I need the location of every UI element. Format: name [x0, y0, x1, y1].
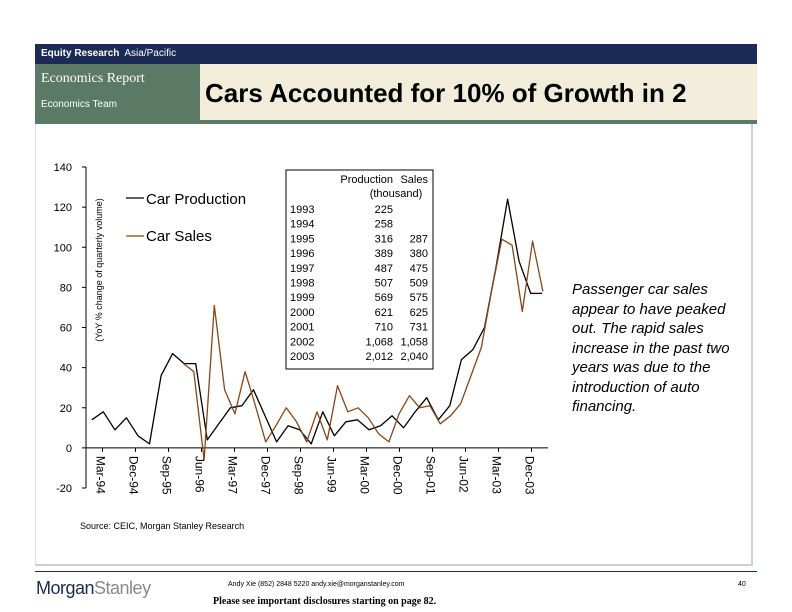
y-tick-label: 100 [54, 242, 72, 254]
title-underline [35, 120, 757, 124]
x-tick-label: Sep-95 [160, 456, 174, 495]
table-cell-production: 621 [375, 307, 393, 319]
team-name: Economics Team [41, 99, 117, 110]
disclosure-link[interactable]: Please see important disclosures startin… [213, 596, 437, 607]
content-frame [35, 124, 753, 566]
report-type: Equity Research [41, 48, 120, 59]
contact-line: Andy Xie (852) 2848 5220 andy.xie@morgan… [228, 581, 405, 588]
table-cell-sales: 625 [410, 307, 428, 319]
table-unit: (thousand) [370, 188, 423, 200]
table-cell-year: 1997 [290, 263, 314, 275]
x-tick-label: Sep-98 [292, 456, 306, 495]
x-tick-label: Dec-94 [127, 456, 141, 495]
report-title: Economics Report [41, 71, 145, 86]
header-text: Equity Research Asia/Pacific [41, 48, 176, 59]
morgan-stanley-logo: MorganStanley [36, 578, 151, 599]
x-tick-label: Jun-02 [457, 456, 471, 493]
logo-morgan: Morgan [36, 578, 95, 598]
table-cell-production: 258 [375, 219, 393, 231]
table-cell-sales: 575 [410, 292, 428, 304]
x-tick-label: Mar-94 [94, 456, 108, 494]
x-tick-label: Dec-97 [259, 456, 273, 495]
table-cell-production: 316 [375, 233, 393, 245]
table-cell-production: 1,068 [365, 336, 393, 348]
table-cell-production: 389 [375, 248, 393, 260]
y-tick-label: -20 [56, 483, 72, 495]
x-tick-label: Mar-00 [358, 456, 372, 494]
legend-label-production: Car Production [146, 191, 246, 208]
table-cell-production: 2,012 [365, 351, 393, 363]
title-box: Cars Accounted for 10% of Growth in 2 [200, 64, 757, 120]
x-tick-label: Sep-01 [424, 456, 438, 495]
header-band: Equity Research Asia/Pacific [35, 44, 757, 64]
y-tick-label: 140 [54, 162, 72, 174]
page-number: 40 [738, 581, 746, 588]
table-cell-sales: 287 [410, 233, 428, 245]
series-group [91, 198, 544, 461]
table-cell-year: 2001 [290, 322, 314, 334]
data-table: Production Sales (thousand) 1993 225 1994 258 1… [285, 169, 434, 370]
logo-stanley: Stanley [94, 578, 151, 598]
side-note: Passenger car sales appear to have peake… [572, 281, 730, 415]
table-cell-production: 225 [375, 204, 393, 216]
y-tick-label: 40 [60, 363, 72, 375]
table-cell-production: 487 [375, 263, 393, 275]
x-tick-label: Dec-00 [391, 456, 405, 495]
y-axis-label: (YoY % change of quarterly volume) [94, 198, 104, 342]
brand-box: Economics Report Economics Team [35, 64, 200, 120]
y-tick-label: 80 [60, 282, 72, 294]
y-tick-label: 0 [66, 443, 72, 455]
table-cell-production: 507 [375, 278, 393, 290]
series-line-sales [183, 238, 544, 461]
y-tick-label: 60 [60, 323, 72, 335]
legend: Car Production Car Sales [126, 191, 246, 245]
table-cell-sales: 731 [410, 322, 428, 334]
table-cell-sales: 509 [410, 278, 428, 290]
table-cell-production: 710 [375, 322, 393, 334]
page-title: Cars Accounted for 10% of Growth in 2 [205, 78, 687, 108]
region: Asia/Pacific [124, 48, 177, 59]
x-tick-label: Mar-97 [226, 456, 240, 494]
legend-label-sales: Car Sales [146, 228, 212, 245]
table-cell-production: 569 [375, 292, 393, 304]
series-line-production [91, 198, 543, 445]
table-cell-year: 2000 [290, 307, 314, 319]
table-cell-sales: 475 [410, 263, 428, 275]
table-header-production: Production [340, 174, 393, 186]
table-cell-year: 1996 [290, 248, 314, 260]
table-border [285, 169, 434, 370]
x-tick-label: Jun-96 [193, 456, 207, 493]
table-cell-year: 1998 [290, 278, 314, 290]
table-header-sales: Sales [400, 174, 428, 186]
x-tick-label: Jun-99 [325, 456, 339, 493]
x-tick-label: Mar-03 [490, 456, 504, 494]
x-tick-label: Dec-03 [523, 456, 537, 495]
table-cell-year: 1995 [290, 233, 314, 245]
table-cell-sales: 1,058 [400, 336, 428, 348]
table-cell-year: 1993 [290, 204, 314, 216]
table-cell-year: 2003 [290, 351, 314, 363]
y-axis: -20 0 20 40 60 80 100 120 140 [54, 162, 87, 495]
x-axis: Mar-94 Dec-94 Sep-95 Jun-96 Mar-97 Dec-97 Sep-… [86, 447, 548, 495]
footer-divider [35, 571, 757, 572]
source-note: Source: CEIC, Morgan Stanley Research [80, 521, 245, 531]
table-cell-year: 1994 [290, 219, 314, 231]
table-cell-year: 1999 [290, 292, 314, 304]
y-tick-label: 120 [54, 202, 72, 214]
table-cell-year: 2002 [290, 336, 314, 348]
y-tick-label: 20 [60, 403, 72, 415]
table-cell-sales: 2,040 [400, 351, 428, 363]
table-cell-sales: 380 [410, 248, 428, 260]
